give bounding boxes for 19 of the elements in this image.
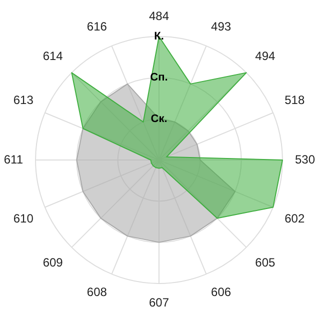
spoke-label: 606 (211, 285, 232, 300)
y-tick-label: Сп. (150, 72, 168, 84)
spoke-label: 609 (42, 256, 64, 270)
spoke-label: 518 (284, 93, 305, 108)
spoke-label: 608 (86, 285, 108, 300)
y-tick-label: К. (154, 30, 164, 43)
spoke-label: 530 (294, 152, 316, 166)
spoke-label: 613 (13, 93, 34, 108)
spoke-label: 614 (42, 48, 64, 63)
spoke-label: 607 (148, 295, 170, 310)
spoke-label: 493 (211, 19, 232, 34)
spoke-label: 602 (284, 212, 305, 226)
y-tick-label: Ск. (150, 112, 168, 125)
spoke-label: 605 (255, 256, 276, 270)
spoke-label: 610 (13, 212, 34, 226)
spoke-label: 484 (148, 9, 170, 24)
spoke-label: 616 (86, 19, 108, 34)
spoke-label: 611 (4, 152, 24, 166)
spoke-label: 494 (255, 48, 276, 63)
